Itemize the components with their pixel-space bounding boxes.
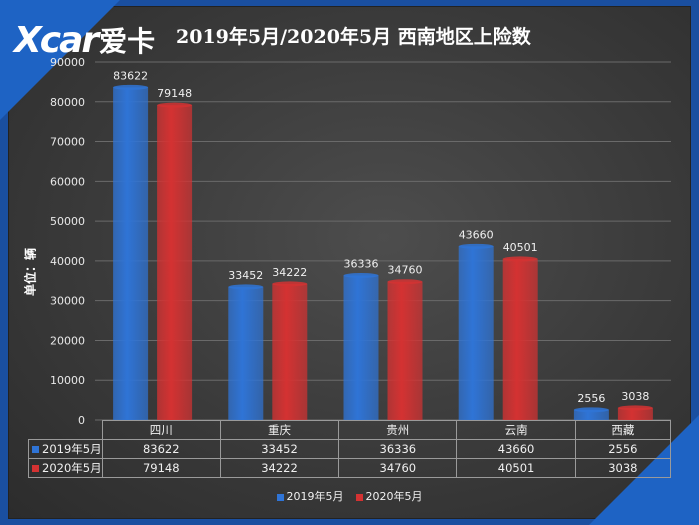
bar-top [458,243,494,249]
series-name: 2019年5月 [42,442,102,456]
table-cell: 2556 [574,439,672,459]
bar [502,258,538,420]
data-label: 34760 [388,264,423,277]
legend: 2019年5月 2020年5月 [0,488,699,504]
data-label: 2556 [577,392,605,405]
data-label: 40501 [503,241,538,254]
bar-top [617,405,653,411]
y-tick-label: 60000 [50,175,85,188]
bar-top [228,284,264,290]
y-tick-label: 80000 [50,96,85,109]
category-label: 西藏 [574,420,672,440]
series-row-label: 2019年5月 [28,439,103,459]
y-tick-label: 10000 [50,374,85,387]
category-label: 云南 [456,420,576,440]
bar-top [387,279,423,285]
y-tick-label: 30000 [50,295,85,308]
y-tick-label: 70000 [50,136,85,149]
data-label: 83622 [113,69,148,82]
table-cell: 34222 [219,458,340,478]
bar-top [573,407,609,413]
bar [458,246,494,420]
data-label: 79148 [157,87,192,100]
legend-swatch [32,465,39,472]
y-tick-label: 40000 [50,255,85,268]
table-cell: 79148 [101,458,221,478]
data-label: 3038 [621,390,649,403]
legend-swatch [276,493,284,501]
brand-latin: Xcar [14,19,99,61]
bar-top [272,281,308,287]
legend-label: 2019年5月 [286,490,344,503]
bar-top [157,102,193,108]
legend-item: 2020年5月 [355,488,423,504]
bar-top [343,272,379,278]
bar [387,281,423,420]
data-table: 四川 重庆 贵州 云南 西藏 2019年5月 83622 33452 36336 43660 25… [28,420,672,478]
data-label: 34222 [272,266,307,279]
bar-top [502,256,538,262]
legend-swatch [32,446,39,453]
legend-item: 2019年5月 [276,488,344,504]
legend-label: 2020年5月 [365,490,423,503]
bar [617,407,653,420]
category-label: 贵州 [338,420,458,440]
bar [343,275,379,420]
y-tick-label: 20000 [50,334,85,347]
table-cell: 3038 [574,458,672,478]
table-cell: 43660 [456,439,576,459]
table-header-row: 四川 重庆 贵州 云南 西藏 [28,420,672,440]
table-row: 2020年5月 79148 34222 34760 40501 3038 [28,458,672,478]
brand-chinese: 爱卡 [99,25,156,58]
table-cell: 83622 [101,439,221,459]
table-cell: 34760 [338,458,458,478]
bar [113,87,149,420]
y-tick-label: 90000 [50,56,85,69]
table-cell: 40501 [456,458,576,478]
bar [228,286,264,420]
chart-title: 2019年5月/2020年5月 西南地区上险数 [176,26,531,48]
legend-swatch [355,493,363,501]
bar [573,409,609,420]
data-label: 33452 [228,269,263,282]
brand-logo: Xcar 爱卡 [14,19,156,61]
table-cell: 33452 [219,439,340,459]
data-label: 43660 [459,228,494,241]
series-row-label: 2020年5月 [28,458,103,478]
data-label: 36336 [344,257,379,270]
y-tick-label: 50000 [50,215,85,228]
bar [157,105,193,421]
corner-decoration [0,0,120,120]
table-cell: 36336 [338,439,458,459]
table-row: 2019年5月 83622 33452 36336 43660 2556 [28,439,672,459]
bar [272,283,308,420]
category-label: 四川 [101,420,221,440]
table-corner [28,420,103,440]
bar-top [113,84,149,90]
series-name: 2020年5月 [42,461,102,475]
category-label: 重庆 [219,420,340,440]
